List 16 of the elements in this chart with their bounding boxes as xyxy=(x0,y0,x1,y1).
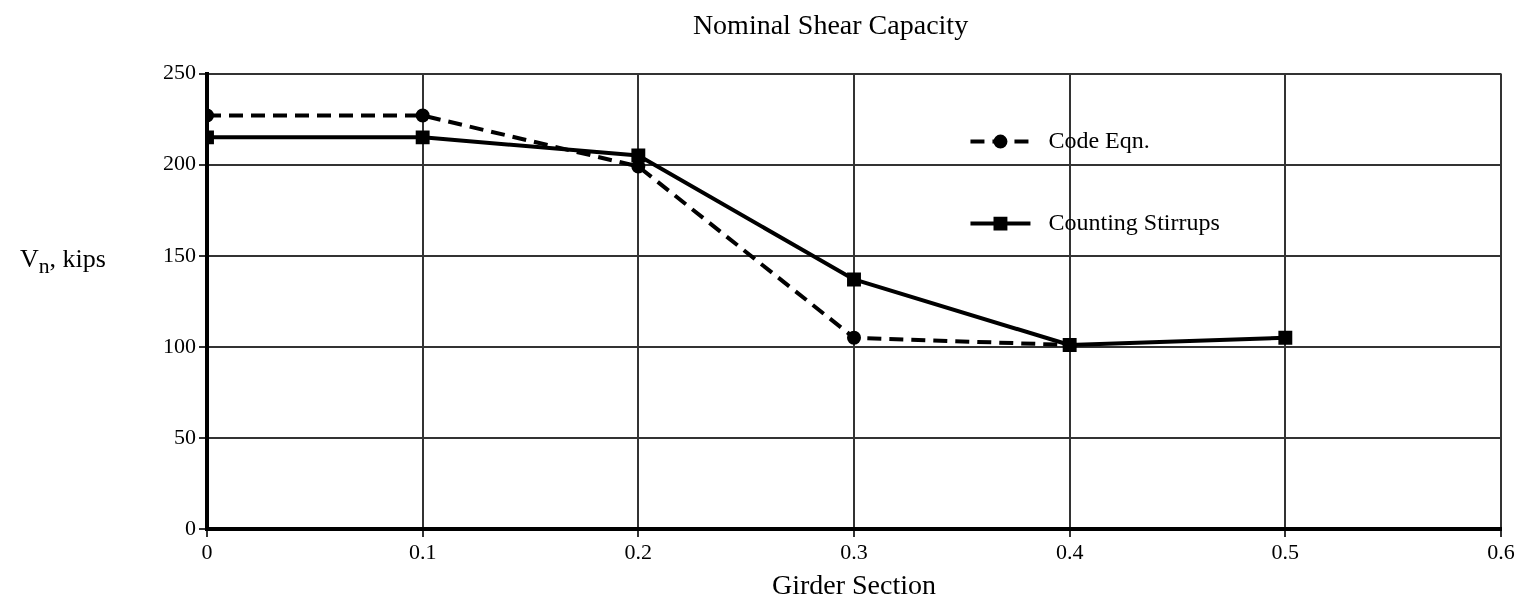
x-tick-label: 0.6 xyxy=(1487,538,1515,564)
x-tick-label: 0.3 xyxy=(840,538,868,564)
x-tick-label: 0.1 xyxy=(408,538,437,564)
x-tick-label: 0 xyxy=(201,538,213,564)
y-tick-label: 0 xyxy=(185,514,196,540)
x-tick-label: 0.5 xyxy=(1271,538,1300,564)
y-tick-label: 200 xyxy=(163,150,196,176)
y-tick-label: 150 xyxy=(163,241,196,267)
y-axis-title: V$_{n}$, kips xyxy=(20,244,106,280)
y-tick-label: 50 xyxy=(174,423,196,449)
y-tick-label: 250 xyxy=(163,59,196,85)
x-tick-label: 0.4 xyxy=(1055,538,1084,564)
x-tick-label: 0.2 xyxy=(624,538,653,564)
chart-title: Nominal Shear Capacity xyxy=(692,9,969,41)
x-axis-title: Girder Section xyxy=(771,568,937,600)
y-tick-label: 100 xyxy=(163,332,196,358)
